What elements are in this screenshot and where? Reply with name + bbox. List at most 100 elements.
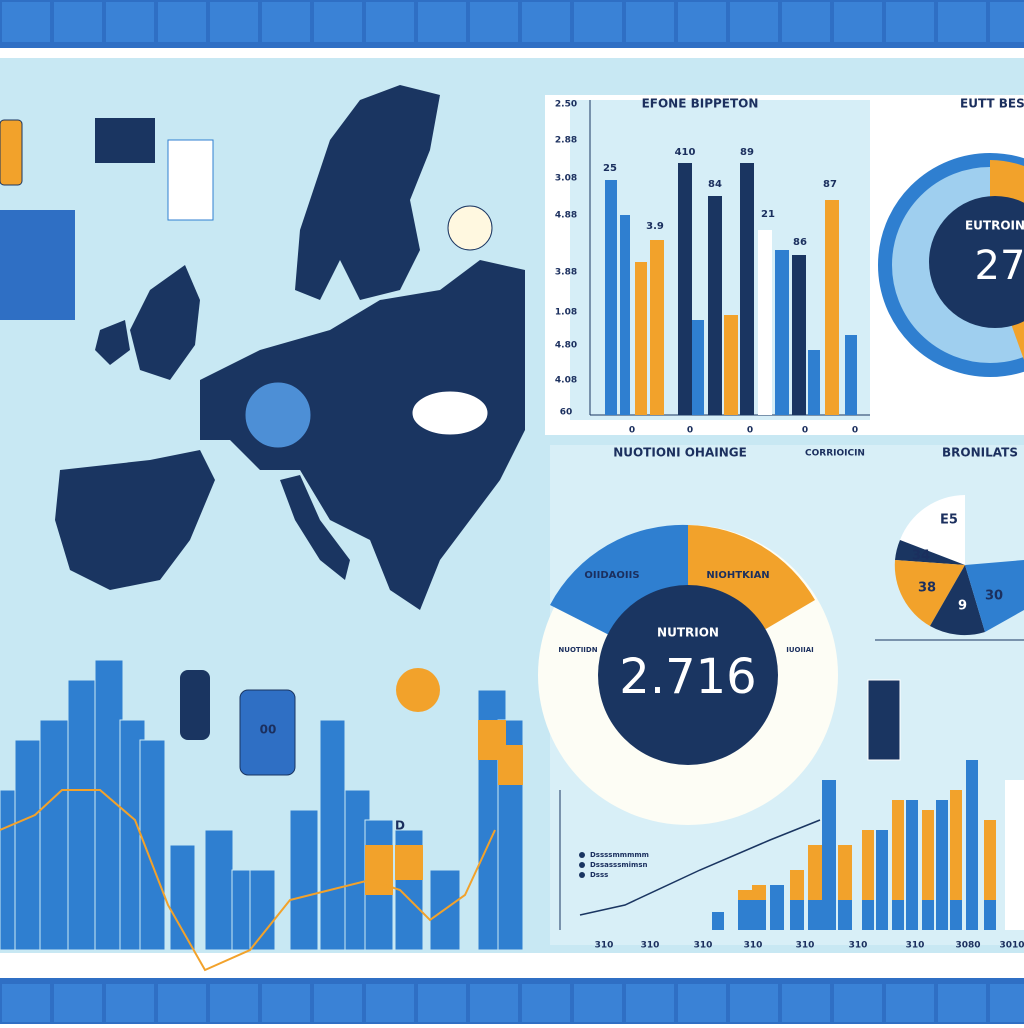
bar: [692, 320, 704, 415]
pie-title: BRONILATS: [942, 446, 1018, 460]
bar: [605, 180, 617, 415]
bar: [712, 912, 724, 930]
tile: [314, 2, 362, 42]
bar-base: [922, 900, 934, 930]
x-tick-label: 310: [595, 941, 614, 951]
legend-swatch: [579, 872, 585, 878]
chart-title: EFONE BIPPETON: [642, 97, 759, 111]
bar: [876, 830, 888, 930]
bar: [892, 800, 904, 930]
plate-icon: [244, 381, 312, 449]
pie-slice: [894, 560, 965, 626]
center-value: 27: [975, 243, 1024, 289]
x-tick-label: 0: [629, 426, 635, 436]
side-label: NUOTIIDN: [558, 646, 597, 654]
bar: [39, 719, 69, 951]
jar-icon: [447, 205, 493, 251]
side-label: IUOIIAI: [786, 646, 813, 654]
scandinavia: [295, 85, 440, 300]
value-label: 89: [740, 147, 754, 158]
bar: [950, 790, 962, 930]
tile: [418, 2, 466, 42]
jar-icon: [239, 689, 296, 776]
tile: [626, 2, 674, 42]
center-label: EUTROIN: [965, 219, 1024, 233]
tile: [626, 984, 674, 1022]
y-tick-label: 1.08: [555, 308, 577, 318]
donut-center: [929, 196, 1024, 328]
pie-label: 9: [958, 599, 967, 614]
tile: [470, 984, 518, 1022]
y-tick-label: 4.80: [555, 341, 577, 351]
bar: [1005, 780, 1024, 930]
tile: [106, 984, 154, 1022]
tile: [2, 984, 50, 1022]
x-tick-label: 310: [694, 941, 713, 951]
box-icon: [95, 118, 155, 163]
tile: [938, 984, 986, 1022]
tile: [574, 2, 622, 42]
iberia: [55, 450, 215, 590]
bar: [775, 250, 789, 415]
y-tick-label: 3.88: [555, 268, 577, 278]
segment-label: NIOHTKIAN: [706, 570, 769, 581]
tile: [886, 984, 934, 1022]
y-tick-label: 4.88: [555, 211, 577, 221]
bar-base: [790, 900, 804, 930]
pie-slice: [895, 540, 965, 565]
value-label: 86: [793, 237, 807, 248]
europe-map: [55, 85, 525, 610]
bowl-icon: [411, 390, 489, 436]
jar-icon: [0, 119, 23, 186]
x-tick-label: 3010: [999, 941, 1024, 951]
tile: [574, 984, 622, 1022]
britain: [130, 265, 200, 380]
value-label: 21: [761, 209, 775, 220]
pie-label: E5: [940, 513, 958, 528]
glass-icon: [867, 679, 901, 761]
legend-label: Dsss: [590, 871, 608, 879]
legend-swatch: [579, 852, 585, 858]
tile: [418, 984, 466, 1022]
center-value: 2.716: [619, 649, 756, 705]
value-label: 410: [675, 147, 696, 158]
italy: [280, 475, 350, 580]
bar: [770, 885, 784, 930]
bar-highlight: [365, 845, 393, 895]
tile: [522, 984, 570, 1022]
pie-label: 38: [918, 581, 936, 596]
bar: [708, 196, 722, 415]
segment-label: OIIDAOIIS: [584, 570, 639, 581]
bar-base: [738, 900, 752, 930]
bar-base: [752, 900, 766, 930]
trend-line: [0, 789, 496, 972]
bar: [808, 350, 820, 415]
tile: [938, 2, 986, 42]
bar-base: [892, 900, 904, 930]
value-label: 25: [603, 163, 617, 174]
bar: [289, 809, 319, 951]
pie-slice: [930, 565, 985, 636]
bar: [650, 240, 664, 415]
pie-label: 30: [985, 589, 1003, 604]
pie-slice: [900, 495, 965, 565]
bar-base: [838, 900, 852, 930]
ireland: [95, 320, 130, 365]
tile: [262, 984, 310, 1022]
bar-tag: D: [395, 819, 405, 833]
tile: [730, 984, 778, 1022]
tile: [782, 984, 830, 1022]
x-tick-label: 0: [747, 426, 753, 436]
tile: [834, 984, 882, 1022]
bar-base: [950, 900, 962, 930]
tile: [210, 984, 258, 1022]
tile: [106, 2, 154, 42]
x-tick-label: 310: [796, 941, 815, 951]
x-tick-label: 0: [802, 426, 808, 436]
panel-subtitle: CORRIOICIN: [805, 449, 865, 459]
bar: [319, 719, 346, 951]
document-icon: [167, 139, 214, 221]
value-label: 84: [708, 179, 722, 190]
